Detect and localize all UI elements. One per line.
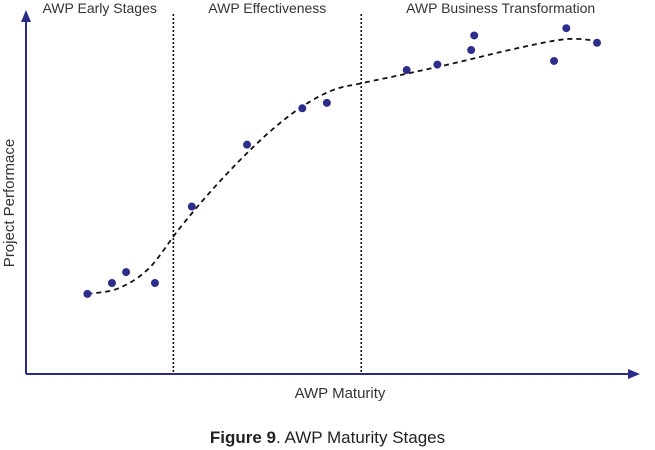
data-point-12 — [470, 31, 479, 40]
figure-caption: Figure 9. AWP Maturity Stages — [0, 428, 655, 448]
stage-labels: AWP Early Stages AWP Effectiveness AWP Bus… — [42, 0, 595, 16]
axes — [21, 10, 640, 379]
figure-caption-label: Figure 9 — [209, 428, 276, 447]
stage-label-1: AWP Early Stages — [42, 0, 156, 16]
data-point-11 — [467, 46, 476, 55]
data-point-15 — [593, 38, 602, 47]
data-point-1 — [83, 289, 92, 298]
y-axis-arrow — [21, 10, 31, 22]
data-point-14 — [562, 24, 571, 33]
x-axis-label: AWP Maturity — [295, 385, 386, 402]
data-points — [83, 24, 602, 298]
data-point-4 — [150, 279, 159, 287]
chart: AWP Early Stages AWP Effectiveness AWP Bus… — [1, 0, 640, 402]
data-point-6 — [243, 140, 252, 149]
data-point-7 — [298, 104, 307, 113]
data-point-13 — [550, 56, 559, 65]
data-point-8 — [322, 98, 331, 107]
stage-label-2: AWP Effectiveness — [208, 0, 326, 16]
data-point-9 — [402, 66, 411, 75]
data-point-2 — [107, 279, 116, 287]
data-point-5 — [187, 202, 196, 211]
y-axis-label: Project Performace — [1, 139, 18, 267]
figure-caption-text: . AWP Maturity Stages — [276, 428, 446, 447]
stage-dividers — [172, 14, 363, 374]
data-point-3 — [122, 268, 131, 277]
data-point-10 — [433, 60, 442, 69]
x-axis-arrow — [628, 369, 640, 379]
trend-line — [87, 37, 598, 295]
stage-label-3: AWP Business Transformation — [406, 0, 595, 16]
